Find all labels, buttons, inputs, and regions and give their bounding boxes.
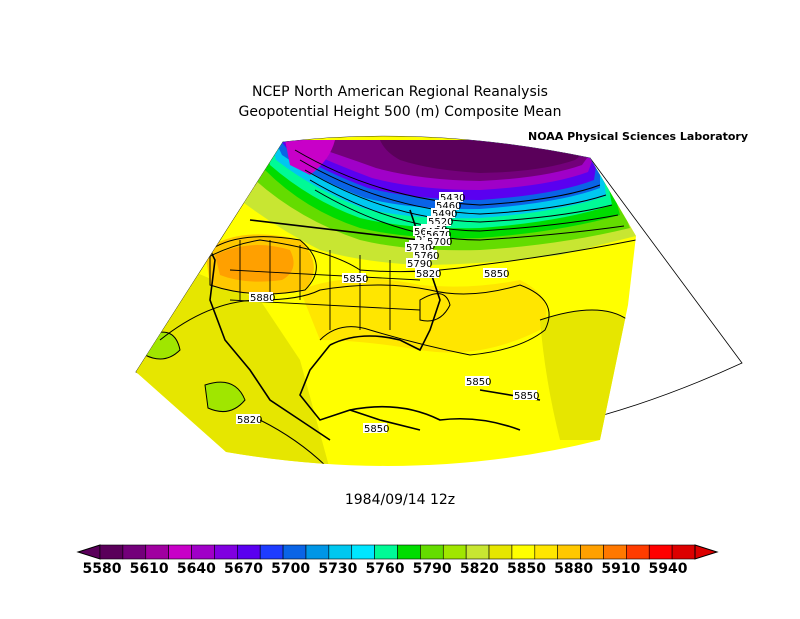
svg-text:5670: 5670	[426, 230, 451, 241]
credit-label: NOAA Physical Sciences Laboratory	[528, 130, 749, 143]
svg-text:5520: 5520	[428, 217, 453, 228]
contour-label: 5850	[513, 390, 539, 402]
colorbar-swatch	[465, 544, 490, 560]
contour-label: 5880	[249, 292, 275, 304]
svg-text:5430: 5430	[440, 193, 465, 204]
contour-label: 5820	[236, 414, 262, 426]
colorbar-tick-label: 5820	[459, 561, 499, 577]
colorbar-tick-label: 5670	[224, 561, 263, 577]
colorbar-swatch	[534, 544, 558, 560]
colorbar-swatch	[626, 544, 650, 560]
contour-label: 5460	[435, 200, 461, 212]
colorbar-swatch	[511, 544, 536, 560]
colorbar-tick-label: 5640	[176, 561, 216, 577]
colorbar-tick-label: 5730	[318, 561, 358, 577]
colorbar-arrow-right	[694, 544, 719, 560]
colorbar-swatch	[374, 544, 398, 560]
colorbar-swatch	[305, 544, 330, 560]
colorbar-tick-label: 5910	[601, 561, 641, 577]
colorbar-swatch	[648, 544, 673, 560]
svg-text:5490: 5490	[432, 209, 457, 220]
colorbar-swatch	[442, 544, 467, 560]
colorbar-swatch	[122, 544, 147, 560]
colorbar-tick-label: 5580	[82, 561, 122, 577]
svg-text:5850: 5850	[343, 274, 368, 285]
height-field	[136, 136, 636, 466]
colorbar-swatch	[420, 544, 444, 560]
colorbar-swatch	[214, 544, 238, 560]
colorbar-swatch	[168, 544, 192, 560]
svg-text:5820: 5820	[416, 269, 441, 280]
contour-label: 5760	[413, 250, 439, 262]
colorbar-swatch	[397, 544, 421, 560]
contour-label: 5850	[483, 268, 509, 280]
colorbar-tick-label: 5880	[554, 561, 594, 577]
colorbar-tick-label: 5700	[271, 561, 311, 577]
colorbar-tick-label: 5850	[507, 561, 546, 577]
svg-text:5790: 5790	[407, 259, 432, 270]
contour-label: 5850	[363, 423, 389, 435]
valid-date: 1984/09/14 12z	[344, 492, 456, 508]
svg-text:5760: 5760	[414, 251, 439, 262]
svg-text:5850: 5850	[466, 377, 491, 388]
map-title-line2: Geopotential Height 500 (m) Composite Me…	[238, 104, 562, 120]
colorbar-swatch	[671, 544, 696, 560]
colorbar-swatch	[282, 544, 307, 560]
colorbar-tick-label: 5610	[129, 561, 169, 577]
contour-label: 5670	[425, 229, 451, 241]
contour-label: 5850	[342, 273, 368, 285]
contour-label: 5490	[431, 208, 457, 220]
svg-text:5850: 5850	[484, 269, 509, 280]
colorbar-swatch	[328, 544, 353, 560]
contour-label: 5790	[406, 258, 432, 270]
contour-label: 5820	[415, 268, 441, 280]
colorbar-swatch	[603, 544, 627, 560]
svg-text:5850: 5850	[364, 424, 389, 435]
colorbar-swatch	[191, 544, 215, 560]
colorbar-swatch	[237, 544, 261, 560]
colorbar-tick-label: 5760	[365, 561, 405, 577]
svg-text:5460: 5460	[436, 201, 461, 212]
contour-label: 5850	[465, 376, 491, 388]
contour-label: 5430	[439, 192, 465, 204]
colorbar-swatch	[557, 544, 581, 560]
contour-label: 5700	[426, 236, 452, 248]
colorbar-swatch	[99, 544, 124, 560]
colorbar-tick-label: 5940	[648, 561, 688, 577]
colorbar-swatch	[145, 544, 169, 560]
map-title-line1: NCEP North American Regional Reanalysis	[252, 84, 548, 100]
svg-text:5700: 5700	[427, 237, 452, 248]
svg-text:5850: 5850	[514, 391, 539, 402]
svg-text:5730: 5730	[406, 243, 431, 254]
colorbar-swatch	[351, 544, 375, 560]
contour-label: 5520	[427, 216, 453, 228]
colorbar-arrow-left	[76, 544, 101, 560]
colorbar-tick-label: 5790	[412, 561, 452, 577]
colorbar-swatch	[259, 544, 284, 560]
colorbar	[76, 544, 719, 560]
colorbar-swatch	[488, 544, 513, 560]
svg-text:5820: 5820	[237, 415, 262, 426]
colorbar-swatch	[580, 544, 604, 560]
contour-label: 5730	[405, 242, 431, 254]
svg-text:5880: 5880	[250, 293, 275, 304]
